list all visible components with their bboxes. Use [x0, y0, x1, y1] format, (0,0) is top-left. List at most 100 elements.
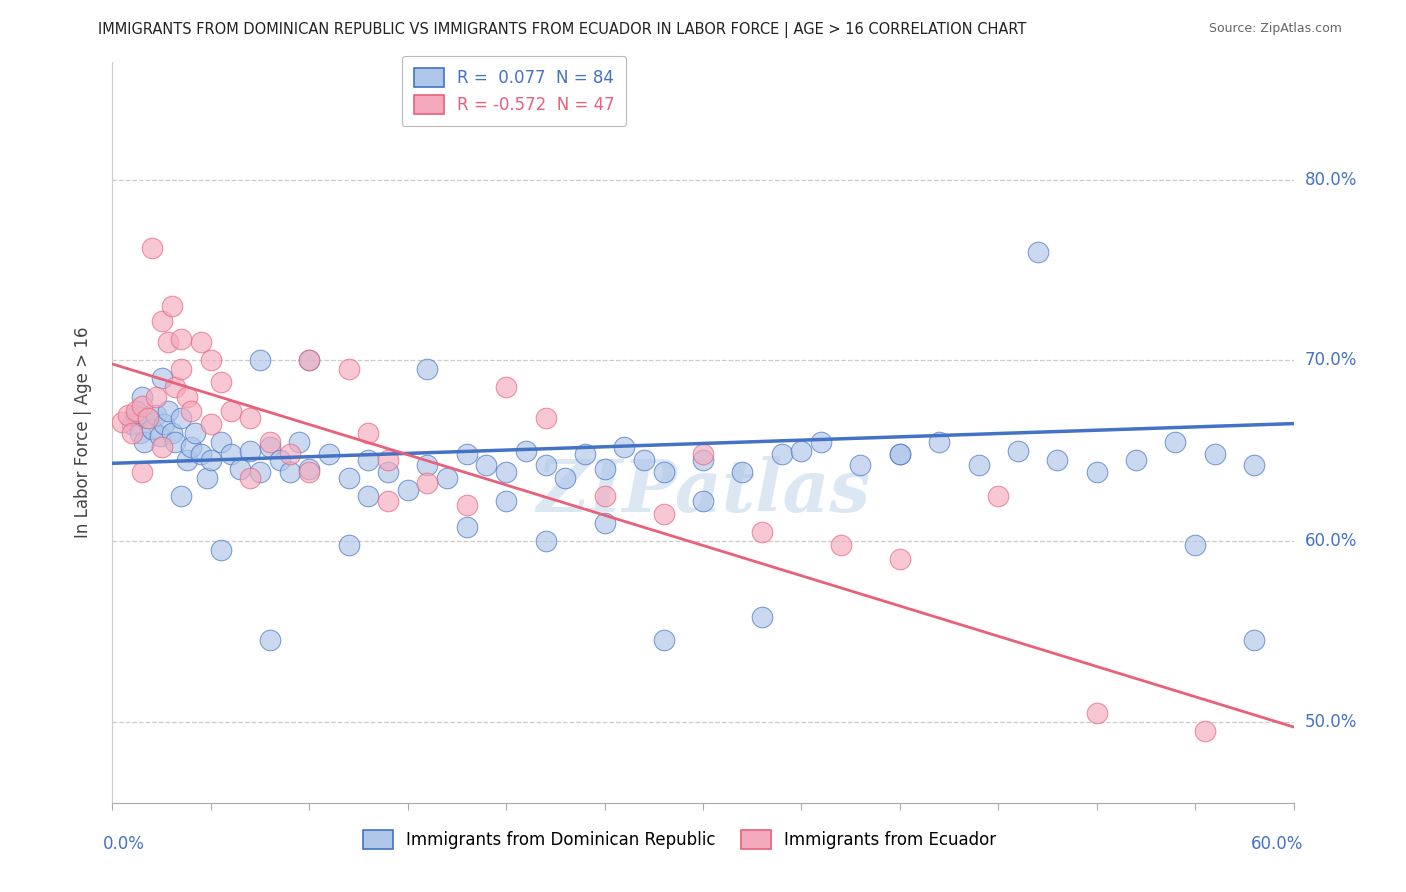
Point: [593, 489, 616, 503]
Point: [136, 411, 159, 425]
Point: [357, 489, 380, 503]
Point: [121, 425, 143, 440]
Point: [131, 399, 153, 413]
Point: [1085, 706, 1108, 720]
Point: [456, 447, 478, 461]
Point: [1125, 452, 1147, 467]
Point: [889, 447, 911, 461]
Point: [495, 380, 517, 394]
Point: [652, 633, 675, 648]
Point: [219, 447, 242, 461]
Point: [259, 434, 281, 449]
Point: [1204, 447, 1226, 461]
Point: [928, 434, 950, 449]
Point: [219, 404, 242, 418]
Point: [692, 452, 714, 467]
Point: [229, 461, 252, 475]
Point: [554, 471, 576, 485]
Point: [170, 332, 193, 346]
Point: [357, 452, 380, 467]
Point: [495, 494, 517, 508]
Point: [1007, 443, 1029, 458]
Point: [377, 466, 399, 480]
Point: [770, 447, 793, 461]
Point: [751, 524, 773, 539]
Point: [239, 443, 262, 458]
Point: [145, 408, 167, 422]
Point: [633, 452, 655, 467]
Text: 60.0%: 60.0%: [1305, 532, 1357, 550]
Point: [149, 429, 172, 443]
Point: [1243, 633, 1265, 648]
Text: 80.0%: 80.0%: [1305, 170, 1357, 189]
Point: [652, 466, 675, 480]
Point: [249, 466, 271, 480]
Point: [209, 375, 232, 389]
Point: [176, 390, 198, 404]
Point: [249, 353, 271, 368]
Point: [889, 447, 911, 461]
Point: [1194, 723, 1216, 738]
Point: [131, 466, 153, 480]
Point: [515, 443, 537, 458]
Y-axis label: In Labor Force | Age > 16: In Labor Force | Age > 16: [73, 326, 91, 539]
Point: [190, 447, 212, 461]
Text: Source: ZipAtlas.com: Source: ZipAtlas.com: [1209, 22, 1343, 36]
Point: [396, 483, 419, 498]
Point: [889, 552, 911, 566]
Point: [377, 494, 399, 508]
Point: [534, 458, 557, 472]
Point: [156, 404, 179, 418]
Point: [298, 353, 321, 368]
Point: [1164, 434, 1187, 449]
Point: [1184, 538, 1206, 552]
Point: [209, 543, 232, 558]
Point: [170, 411, 193, 425]
Point: [160, 299, 183, 313]
Point: [692, 494, 714, 508]
Point: [1046, 452, 1069, 467]
Point: [475, 458, 498, 472]
Point: [790, 443, 813, 458]
Point: [337, 362, 360, 376]
Point: [150, 313, 173, 327]
Point: [195, 471, 218, 485]
Point: [731, 466, 754, 480]
Point: [1243, 458, 1265, 472]
Point: [416, 476, 439, 491]
Point: [318, 447, 340, 461]
Point: [416, 458, 439, 472]
Point: [121, 417, 143, 431]
Point: [574, 447, 596, 461]
Text: 50.0%: 50.0%: [1305, 713, 1357, 731]
Point: [150, 371, 173, 385]
Point: [150, 440, 173, 454]
Point: [239, 411, 262, 425]
Point: [357, 425, 380, 440]
Point: [377, 452, 399, 467]
Point: [1026, 245, 1049, 260]
Point: [200, 452, 222, 467]
Point: [180, 404, 202, 418]
Legend: Immigrants from Dominican Republic, Immigrants from Ecuador: Immigrants from Dominican Republic, Immi…: [352, 819, 1008, 861]
Point: [160, 425, 183, 440]
Point: [131, 390, 153, 404]
Point: [190, 335, 212, 350]
Point: [613, 440, 636, 454]
Point: [278, 466, 301, 480]
Point: [337, 471, 360, 485]
Point: [239, 471, 262, 485]
Text: ZIPatlas: ZIPatlas: [536, 457, 870, 527]
Point: [125, 408, 148, 422]
Point: [200, 353, 222, 368]
Point: [751, 609, 773, 624]
Text: 60.0%: 60.0%: [1251, 835, 1303, 854]
Point: [180, 440, 202, 454]
Point: [184, 425, 207, 440]
Text: 0.0%: 0.0%: [103, 835, 145, 854]
Point: [298, 353, 321, 368]
Point: [269, 452, 291, 467]
Point: [593, 461, 616, 475]
Point: [259, 633, 281, 648]
Point: [132, 434, 155, 449]
